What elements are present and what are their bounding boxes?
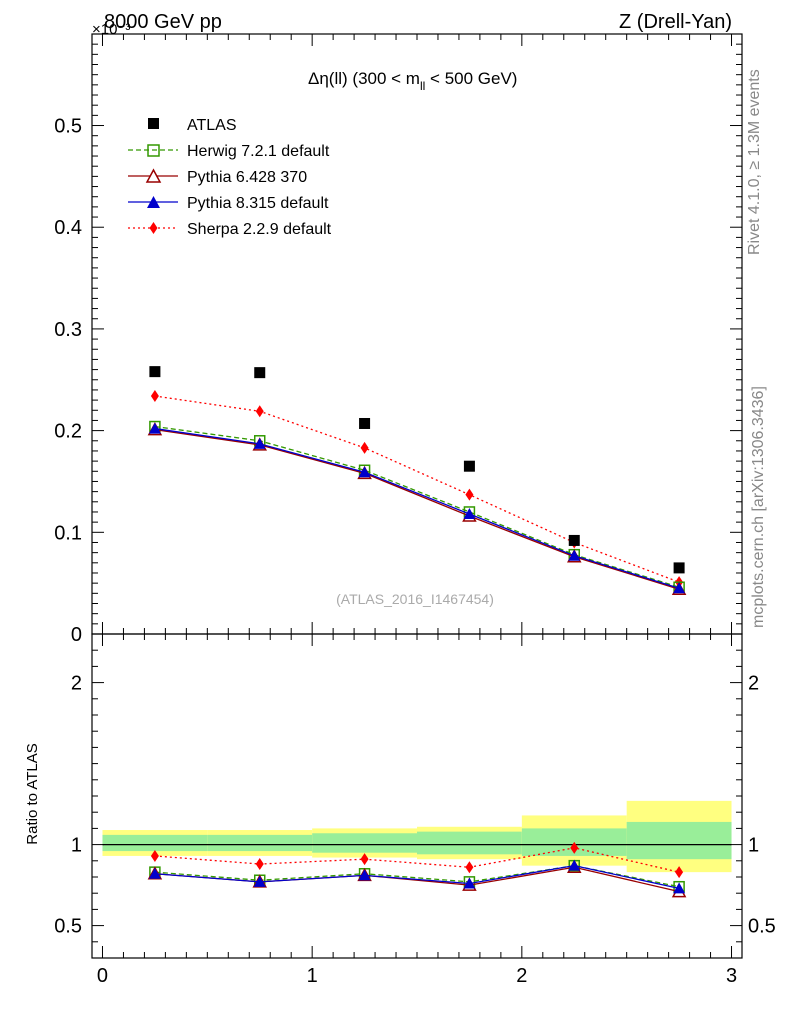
main-ytick-label-3: 0.3	[54, 319, 82, 341]
legend-entry-pythia8: Pythia 8.315 default	[128, 195, 329, 212]
main-point-atlas-0-4	[568, 534, 580, 546]
ratio-point-sherpa-4-2	[360, 853, 369, 866]
main-series-line-pythia-3	[154, 427, 680, 589]
ratio-point-sherpa-4-4	[570, 841, 579, 854]
ratio-series-line-herwig-1	[154, 864, 680, 888]
ratio-point-pythia-3-4	[568, 859, 581, 871]
legend-label-pythia6: Pythia 6.428 370	[187, 169, 307, 186]
ratio-band-inner-3	[417, 831, 522, 855]
main-point-sherpa-4-0	[150, 390, 159, 403]
main-ytick-label-0: 0	[71, 624, 82, 646]
legend-entry-pythia6: Pythia 6.428 370	[128, 168, 307, 186]
main-point-atlas-0-5	[673, 562, 685, 574]
ratio-ytick-label-right-1: 1	[748, 835, 759, 857]
analysis-watermark: (ATLAS_2016_I1467454)	[336, 591, 494, 607]
main-point-pythia-3-4	[568, 549, 581, 561]
chart-title-main: Δη(ll) (300 < m	[308, 69, 420, 88]
ratio-point-pythia-3-2	[358, 869, 371, 881]
main-point-atlas-0-3	[463, 460, 475, 472]
legend-marker-atlas	[148, 118, 159, 129]
ratio-point-sherpa-4-5	[675, 866, 684, 879]
legend-entry-sherpa: Sherpa 2.2.9 default	[128, 221, 332, 238]
ratio-point-sherpa-4-3	[465, 861, 474, 874]
main-point-sherpa-4-3	[465, 488, 474, 501]
main-ytick-label-2: 0.2	[54, 421, 82, 443]
main-ytick-label-1: 0.1	[54, 522, 82, 544]
xtick-label-1: 1	[307, 965, 318, 987]
axis-exponent: ×10⁻³	[92, 21, 130, 38]
legend-label-sherpa: Sherpa 2.2.9 default	[187, 221, 332, 238]
ratio-series-line-pythia-3	[154, 864, 680, 889]
rivet-version-label: Rivet 4.1.0, ≥ 1.3M events	[746, 69, 763, 255]
main-point-pythia-3-3	[463, 508, 476, 519]
main-series-line-pythia-2	[154, 428, 680, 590]
ratio-band-inner-5	[626, 821, 732, 860]
main-point-atlas-0-0	[149, 366, 161, 378]
main-point-pythia-3-1	[253, 437, 266, 449]
mcplots-source-label: mcplots.cern.ch [arXiv:1306.3436]	[750, 386, 767, 628]
main-panel-axes: 0 0.1 0.2 0.3 0.4 0.5	[54, 33, 743, 646]
ratio-ylabel: Ratio to ATLAS	[24, 743, 41, 844]
main-point-pythia-3-2	[358, 466, 371, 478]
legend-label-pythia8: Pythia 8.315 default	[187, 195, 329, 212]
legend-label-atlas: ATLAS	[187, 117, 237, 134]
xtick-label-3: 3	[726, 965, 737, 987]
ratio-ytick-label-right-0: 0.5	[748, 916, 776, 938]
ratio-point-pythia-3-5	[673, 882, 686, 894]
main-series-line-sherpa-4	[154, 395, 680, 583]
ratio-point-pythia-3-3	[463, 877, 476, 889]
ratio-band-inner-1	[207, 834, 313, 852]
chart-title-tail: < 500 GeV)	[425, 69, 517, 88]
xtick-label-0: 0	[97, 965, 108, 987]
main-series-line-herwig-1	[154, 425, 680, 588]
legend-marker-pythia8	[147, 196, 160, 208]
legend-marker-herwig	[147, 144, 160, 157]
ratio-uncertainty-bands	[102, 800, 732, 873]
legend-entry-herwig: Herwig 7.2.1 default	[128, 143, 330, 160]
ratio-ytick-label-right-2: 2	[748, 673, 759, 695]
data-series	[147, 366, 687, 898]
ratio-point-sherpa-4-0	[150, 849, 159, 862]
legend: ATLAS Herwig 7.2.1 default Pythia 6.428 …	[128, 117, 332, 238]
legend-entry-atlas: ATLAS	[148, 117, 237, 134]
ratio-band-inner-0	[102, 834, 208, 852]
legend-marker-pythia6	[145, 168, 162, 183]
legend-label-herwig: Herwig 7.2.1 default	[187, 143, 330, 160]
ratio-point-pythia-3-0	[148, 867, 161, 879]
ratio-ytick-label-left-2: 2	[71, 673, 82, 695]
ratio-point-sherpa-4-1	[255, 858, 264, 871]
legend-marker-sherpa	[149, 222, 158, 234]
ratio-band-inner-2	[312, 833, 417, 853]
main-ytick-label-4: 0.4	[54, 217, 82, 239]
ratio-panel-axes: 0.5 0.5 1 1 2 2 0 1 2 3	[54, 633, 776, 987]
chart-title-sub: ll	[420, 79, 425, 93]
main-point-pythia-3-0	[148, 422, 161, 434]
main-point-atlas-0-2	[359, 417, 371, 429]
header-right: Z (Drell-Yan)	[619, 11, 732, 33]
main-point-atlas-0-1	[254, 367, 266, 379]
main-point-sherpa-4-2	[360, 441, 369, 454]
main-ytick-label-5: 0.5	[54, 116, 82, 138]
header-left: 8000 GeV pp	[104, 11, 222, 33]
xtick-label-2: 2	[516, 965, 527, 987]
ratio-point-pythia-3-1	[253, 875, 266, 887]
ratio-ytick-label-left-0: 0.5	[54, 916, 82, 938]
main-point-pythia-3-5	[673, 582, 686, 594]
ratio-panel-frame	[91, 633, 743, 959]
chart-title: Δη(ll) (300 < mll < 500 GeV)	[308, 69, 517, 93]
ratio-ytick-label-left-1: 1	[71, 835, 82, 857]
main-point-sherpa-4-1	[255, 405, 264, 418]
